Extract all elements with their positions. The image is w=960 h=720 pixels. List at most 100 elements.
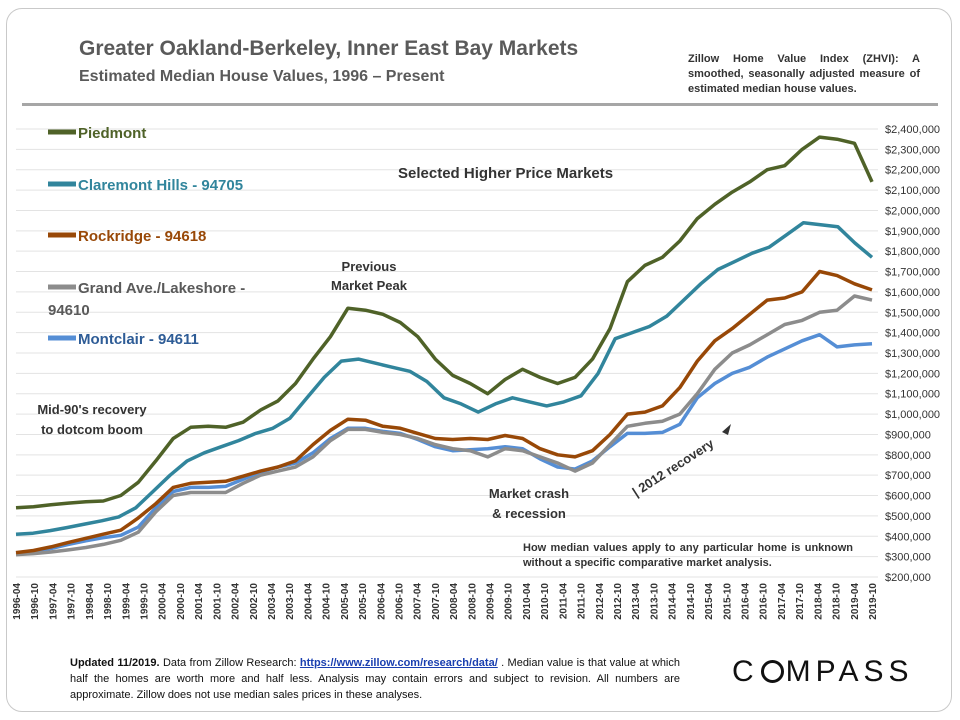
y-tick-label: $2,200,000 <box>885 165 940 177</box>
x-tick-label: 2004-10 <box>322 583 333 620</box>
x-tick-label: 2015-04 <box>704 583 715 620</box>
x-tick-label: 2013-04 <box>631 583 642 620</box>
page-title: Greater Oakland-Berkeley, Inner East Bay… <box>79 37 579 60</box>
x-tick-label: 2013-10 <box>649 583 660 620</box>
annotation-crash-line1: Market crash <box>489 486 569 501</box>
x-tick-label: 2007-04 <box>413 583 424 620</box>
x-tick-label: 1996-04 <box>12 583 23 620</box>
x-tick-label: 2008-10 <box>467 583 478 620</box>
annotation-peak-line2: Market Peak <box>331 278 408 293</box>
y-tick-label: $200,000 <box>885 572 931 584</box>
x-tick-label: 2008-04 <box>449 583 460 620</box>
y-tick-label: $1,600,000 <box>885 287 940 299</box>
x-tick-label: 1998-04 <box>85 583 96 620</box>
x-tick-label: 1999-10 <box>139 583 150 620</box>
y-tick-label: $1,300,000 <box>885 348 940 360</box>
y-tick-label: $2,300,000 <box>885 144 940 156</box>
page-subtitle: Estimated Median House Values, 1996 – Pr… <box>79 68 445 85</box>
legend-label-grand-line1: Grand Ave./Lakeshore - <box>78 280 245 297</box>
y-axis-ticks: $200,000 $300,000 $400,000 $500,000 $600,000… <box>885 124 940 584</box>
x-tick-label: 2005-04 <box>340 583 351 620</box>
x-tick-label: 2003-10 <box>285 583 296 620</box>
x-axis-ticks: 1996-04 1996-10 1997-04 1997-10 1998-04 1998-… <box>12 583 879 620</box>
x-tick-label: 2009-04 <box>486 583 497 620</box>
x-tick-label: 2018-10 <box>832 583 843 620</box>
x-tick-label: 2006-10 <box>394 583 405 620</box>
x-tick-label: 1998-10 <box>103 583 114 620</box>
x-tick-label: 2012-10 <box>613 583 624 620</box>
x-tick-label: 2002-10 <box>249 583 260 620</box>
x-tick-label: 2000-04 <box>158 583 169 620</box>
annotation-2012-recovery: | 2012 recovery <box>629 435 717 499</box>
recovery-arrow-icon <box>722 424 731 435</box>
x-tick-label: 2009-10 <box>504 583 515 620</box>
y-tick-label: $2,400,000 <box>885 124 940 136</box>
x-tick-label: 1999-04 <box>121 583 132 620</box>
y-tick-label: $900,000 <box>885 429 931 441</box>
x-tick-label: 1997-10 <box>67 583 78 620</box>
chart-series <box>15 135 874 557</box>
annotation-crash-line2: & recession <box>492 506 566 521</box>
x-tick-label: 2004-04 <box>303 583 314 620</box>
y-tick-label: $1,200,000 <box>885 368 940 380</box>
x-tick-label: 2002-04 <box>231 583 242 620</box>
x-tick-label: 1997-04 <box>48 583 59 620</box>
x-tick-label: 2001-10 <box>212 583 223 620</box>
legend-label-piedmont: Piedmont <box>78 125 146 142</box>
x-tick-label: 1996-10 <box>30 583 41 620</box>
x-tick-label: 2014-10 <box>686 583 697 620</box>
y-tick-label: $1,000,000 <box>885 409 940 421</box>
chart-grid <box>16 128 878 578</box>
y-tick-label: $700,000 <box>885 470 931 482</box>
annotation-selected-markets: Selected Higher Price Markets <box>398 165 613 182</box>
y-tick-label: $600,000 <box>885 491 931 503</box>
y-tick-label: $1,800,000 <box>885 246 940 258</box>
footer-text1: Data from Zillow Research: <box>159 657 300 669</box>
y-tick-label: $1,100,000 <box>885 389 940 401</box>
annotation-mid90-line2: to dotcom boom <box>41 422 143 437</box>
annotation-mid90-line1: Mid-90's recovery <box>37 402 147 417</box>
y-tick-label: $500,000 <box>885 511 931 523</box>
legend: Piedmont Claremont Hills - 94705 Rockrid… <box>48 125 245 348</box>
x-tick-label: 2016-04 <box>741 583 752 620</box>
legend-label-claremont: Claremont Hills - 94705 <box>78 177 243 194</box>
y-tick-label: $800,000 <box>885 450 931 462</box>
x-tick-label: 2012-04 <box>595 583 606 620</box>
y-tick-label: $400,000 <box>885 531 931 543</box>
x-tick-label: 2016-10 <box>759 583 770 620</box>
y-tick-label: $1,900,000 <box>885 226 940 238</box>
legend-label-grand-line2: 94610 <box>48 302 90 319</box>
y-tick-label: $300,000 <box>885 552 931 564</box>
x-tick-label: 2006-04 <box>376 583 387 620</box>
title-divider <box>22 103 938 106</box>
slide-frame <box>6 8 952 712</box>
x-tick-label: 2005-10 <box>358 583 369 620</box>
y-tick-label: $1,700,000 <box>885 267 940 279</box>
x-tick-label: 2018-04 <box>813 583 824 620</box>
footer-updated: Updated 11/2019. <box>70 657 160 669</box>
series-line-rockridge-94618 <box>15 269 873 555</box>
zillow-research-link[interactable]: https://www.zillow.com/research/data/ <box>299 657 498 669</box>
x-tick-label: 2003-04 <box>267 583 278 620</box>
y-tick-label: $2,000,000 <box>885 205 940 217</box>
footer-note: Updated 11/2019. Data from Zillow Resear… <box>70 655 680 703</box>
x-tick-label: 2014-04 <box>668 583 679 620</box>
compass-o-icon <box>760 660 784 683</box>
x-tick-label: 2000-10 <box>176 583 187 620</box>
y-tick-label: $2,100,000 <box>885 185 940 197</box>
y-tick-label: $1,400,000 <box>885 328 940 340</box>
series-line-montclair-94611 <box>15 332 873 555</box>
x-tick-label: 2010-10 <box>540 583 551 620</box>
x-tick-label: 2017-04 <box>777 583 788 620</box>
series-line-piedmont <box>15 135 874 510</box>
series-line-grand-ave-lakeshore-94610 <box>15 294 873 557</box>
legend-label-rockridge: Rockridge - 94618 <box>78 228 206 245</box>
x-tick-label: 2019-04 <box>850 583 861 620</box>
uncertainty-note: How median values apply to any particula… <box>523 542 853 569</box>
x-tick-label: 2011-04 <box>558 583 569 620</box>
x-tick-label: 2007-10 <box>431 583 442 620</box>
footer-text2: . Median value is that value at which ha… <box>70 657 680 701</box>
x-tick-label: 2015-10 <box>722 583 733 620</box>
x-tick-label: 2010-04 <box>522 583 533 620</box>
